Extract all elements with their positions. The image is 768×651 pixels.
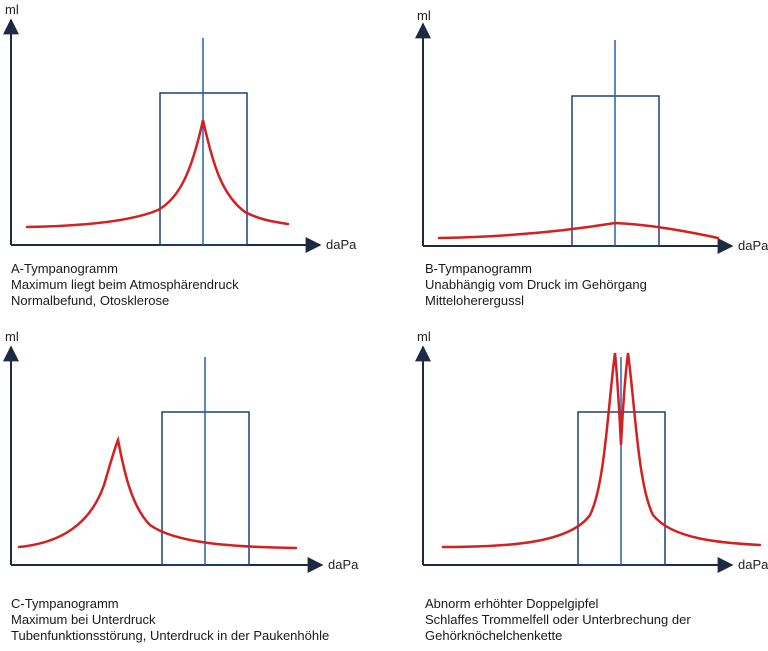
tympanogram-curve	[441, 352, 762, 549]
panel-a-chart: ml daPa	[3, 2, 357, 253]
y-axis-label: ml	[5, 2, 19, 17]
panel-d-chart: ml daPa	[415, 329, 768, 573]
panel-b-chart: ml daPa	[415, 8, 768, 254]
panel-d-caption: Abnorm erhöhter Doppelgipfel Schlaffes T…	[425, 596, 691, 644]
caption-title: Abnorm erhöhter Doppelgipfel	[425, 596, 599, 611]
y-axis-label: ml	[5, 329, 19, 344]
panel-c-chart: ml daPa	[3, 329, 359, 573]
caption-line: Unabhängig vom Druck im Gehörgang	[425, 277, 647, 292]
panel-c-caption: C-Tympanogramm Maximum bei Unterdruck Tu…	[11, 596, 329, 644]
tympanogram-curve	[25, 119, 290, 229]
caption-line: Mitteloherergussl	[425, 293, 524, 308]
caption-line: Schlaffes Trommelfell oder Unterbrechung…	[425, 612, 691, 627]
x-axis-label: daPa	[738, 238, 768, 253]
caption-line: Maximum liegt beim Atmosphärendruck	[11, 277, 239, 292]
x-axis-label: daPa	[326, 237, 357, 252]
panel-b-tympanogram: ml daPa B-Tympanogramm Unabhängig vom Dr…	[410, 0, 768, 320]
panel-c-tympanogram: ml daPa C-Tympanogramm Maximum bei Unter…	[0, 325, 400, 651]
y-axis-label: ml	[417, 8, 431, 23]
caption-line: Normalbefund, Otosklerose	[11, 293, 170, 308]
caption-line: Gehörknöchelchenkette	[425, 628, 563, 643]
caption-title: B-Tympanogramm	[425, 261, 532, 276]
tympanogram-curve	[17, 435, 298, 550]
tympanogram-curve	[437, 221, 720, 240]
caption-line: Maximum bei Unterdruck	[11, 612, 156, 627]
x-axis-label: daPa	[738, 557, 768, 572]
panel-a-caption: A-Tympanogramm Maximum liegt beim Atmosp…	[11, 261, 239, 309]
panel-b-caption: B-Tympanogramm Unabhängig vom Druck im G…	[425, 261, 647, 309]
y-axis-label: ml	[417, 329, 431, 344]
caption-title: A-Tympanogramm	[11, 261, 118, 276]
caption-title: C-Tympanogramm	[11, 596, 119, 611]
panel-d-tympanogram: ml daPa Abnorm erhöhter Doppelgipfel Sch…	[410, 325, 768, 651]
x-axis-label: daPa	[328, 557, 359, 572]
caption-line: Tubenfunktionsstörung, Unterdruck in der…	[11, 628, 330, 643]
panel-a-tympanogram: ml daPa A-Tympanogramm Maximum liegt bei…	[0, 0, 384, 320]
